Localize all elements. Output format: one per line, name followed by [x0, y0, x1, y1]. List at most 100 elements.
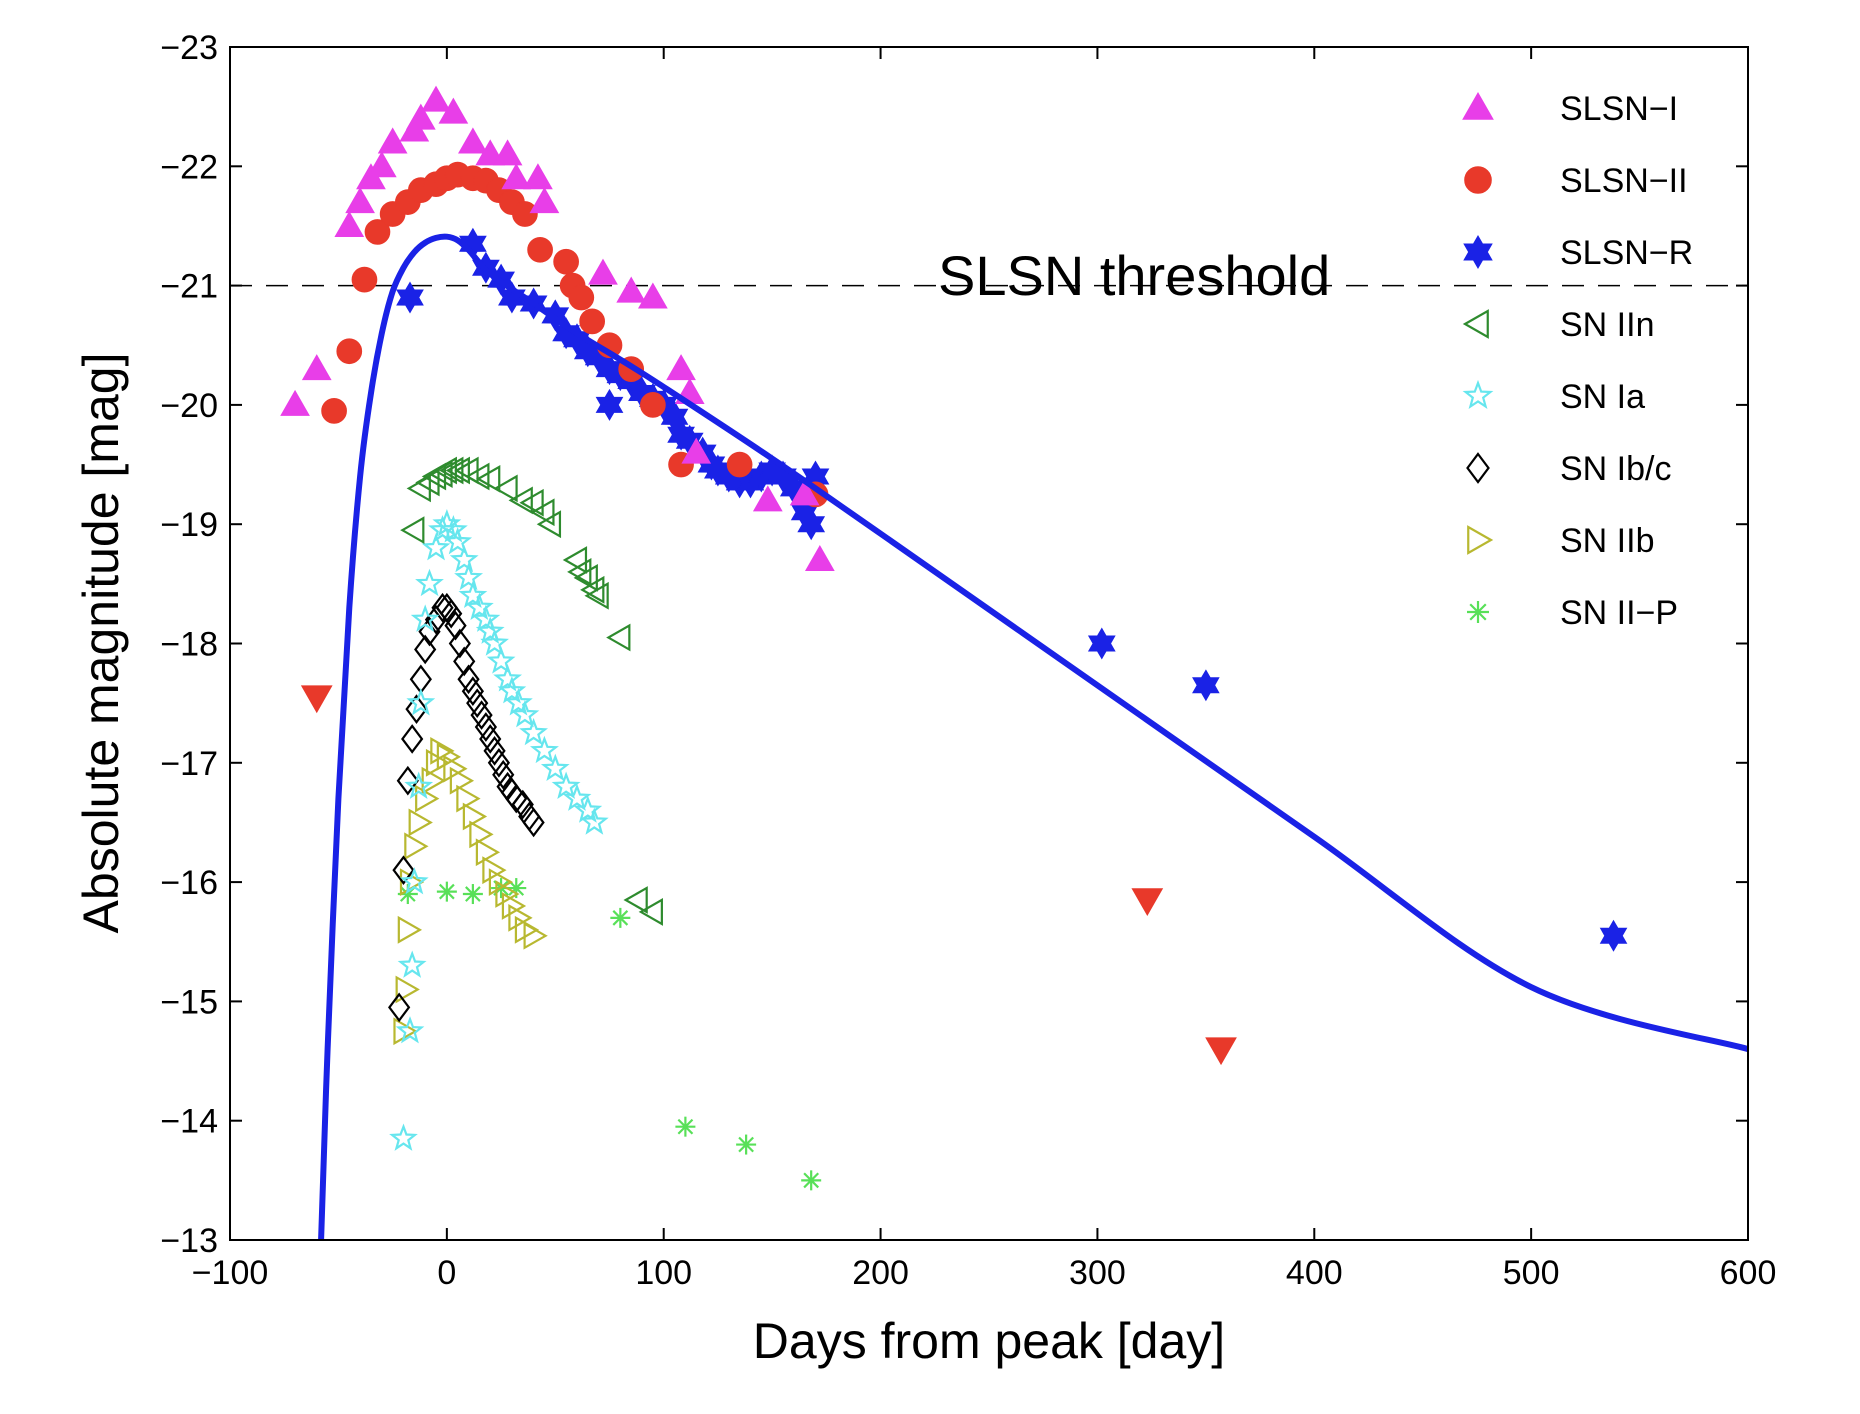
data-point [397, 950, 427, 978]
data-point [414, 634, 437, 665]
data-point [400, 516, 425, 545]
data-point [482, 856, 507, 885]
series-SLSN−II [321, 161, 829, 508]
data-point [495, 880, 520, 908]
data-point [474, 712, 498, 742]
legend-item: SN IIn [1462, 306, 1654, 344]
series-SLSN−I [280, 85, 835, 571]
y-tick-label: −14 [160, 1103, 218, 1141]
data-point [573, 563, 598, 592]
y-tick-label: −21 [160, 268, 218, 306]
data-point [752, 485, 783, 512]
data-point [640, 392, 666, 418]
series-SN II−P [397, 878, 822, 1191]
data-point [479, 724, 502, 754]
data-point [501, 163, 532, 190]
x-tick-label: 100 [635, 1254, 692, 1292]
data-point [301, 354, 332, 381]
legend: SLSN−I SLSN−II SLSN−R SN IIn SN Ia SN Ib/c SN … [1462, 90, 1693, 632]
y-tick-label: −16 [160, 864, 218, 902]
x-tick-label: −100 [192, 1254, 269, 1292]
data-point [510, 699, 540, 728]
data-point [404, 832, 429, 861]
data-point [675, 1116, 696, 1137]
data-point [666, 354, 696, 381]
plot-frame [229, 46, 1749, 1241]
legend-item: SN Ib/c [1466, 450, 1671, 488]
legend-marker [1466, 452, 1490, 484]
data-point [408, 808, 433, 837]
data-point [797, 508, 826, 541]
legend-label: SN IIb [1560, 522, 1654, 560]
data-point [388, 992, 411, 1023]
series-SN Ib/c [388, 592, 545, 1023]
data-point [606, 623, 631, 652]
data-point [406, 688, 436, 716]
data-point [497, 676, 527, 704]
data-point [421, 766, 446, 795]
data-point [392, 855, 415, 886]
data-point [440, 598, 463, 629]
data-point [519, 717, 548, 746]
data-point [280, 389, 310, 416]
data-point [466, 688, 489, 718]
data-point [804, 544, 835, 571]
legend-marker [1462, 91, 1494, 120]
upper-limit-point [1131, 888, 1164, 917]
legend-item: SN II−P [1467, 594, 1678, 632]
x-axis-label: Days from peak [day] [753, 1313, 1225, 1369]
upper-limit-point [300, 685, 333, 714]
data-point [321, 398, 347, 424]
data-point [523, 163, 553, 190]
legend-item: SLSN−I [1462, 90, 1678, 128]
legend-label: SN Ib/c [1560, 450, 1671, 488]
x-tick-label: 400 [1286, 1254, 1343, 1292]
legend-marker [1462, 379, 1494, 410]
data-point [396, 765, 419, 796]
upper-limits [300, 685, 1237, 1066]
data-point [421, 85, 451, 112]
y-tick-label: −18 [160, 626, 218, 664]
data-point [568, 284, 595, 311]
data-point [616, 276, 647, 303]
data-point [1192, 669, 1220, 702]
data-point [519, 488, 544, 517]
data-point [475, 838, 501, 867]
data-point [801, 1170, 822, 1191]
data-point [410, 604, 440, 632]
data-point [405, 694, 428, 724]
model-curve [318, 233, 1748, 1240]
data-point [454, 456, 479, 485]
data-point [562, 546, 588, 574]
data-point [458, 580, 488, 609]
data-point [457, 664, 480, 695]
data-point [401, 724, 424, 754]
data-point [584, 581, 609, 610]
x-tick-label: 200 [852, 1254, 909, 1292]
legend-marker [1467, 601, 1489, 623]
data-point [493, 474, 518, 503]
data-point [377, 127, 408, 154]
data-point [588, 258, 618, 285]
legend-item: SN Ia [1462, 378, 1645, 416]
data-point [471, 604, 501, 632]
y-tick-label: −19 [160, 506, 218, 544]
legend-item: SLSN−R [1463, 234, 1693, 272]
x-tick-label: 0 [437, 1254, 456, 1292]
data-point [453, 646, 476, 677]
legend-item: SLSN−II [1464, 162, 1688, 200]
data-point [462, 884, 483, 905]
data-point [681, 437, 712, 464]
data-point [610, 907, 631, 928]
data-point [456, 784, 481, 813]
legend-label: SN IIn [1560, 306, 1654, 344]
series-SN Ia [389, 509, 609, 1151]
data-point [483, 736, 506, 766]
x-tick-label: 600 [1720, 1254, 1777, 1292]
data-point [530, 498, 555, 527]
data-point [1087, 627, 1116, 660]
data-point [540, 753, 570, 782]
data-point [580, 575, 605, 604]
data-point [396, 281, 424, 314]
